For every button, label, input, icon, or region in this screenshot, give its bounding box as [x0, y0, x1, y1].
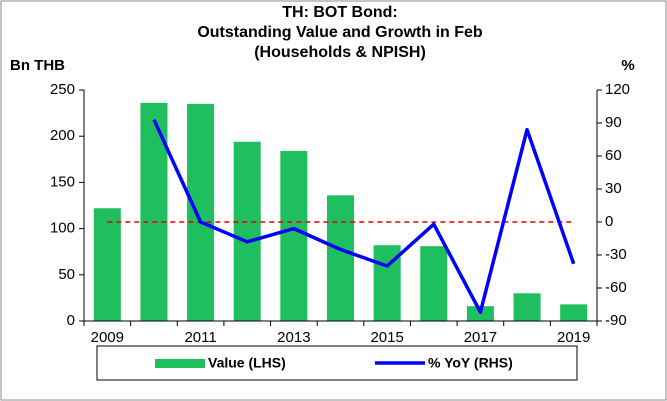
y2-tick-label: -30 [605, 246, 627, 263]
y-tick-label: 250 [50, 81, 75, 98]
x-tick-label: 2017 [464, 329, 497, 346]
bar [513, 293, 541, 321]
y2-tick-label: -90 [605, 312, 627, 329]
chart-title: (Households & NPISH) [254, 44, 426, 61]
line-series [152, 118, 576, 314]
bar [420, 246, 448, 321]
bar [233, 141, 261, 321]
chart-title: TH: BOT Bond: [282, 4, 398, 21]
x-tick-label: 2015 [370, 329, 403, 346]
y2-axis-label: % [621, 57, 634, 74]
bar [187, 103, 215, 321]
y2-tick-label: 90 [605, 114, 622, 131]
y2-tick-label: 120 [605, 81, 630, 98]
legend-label: Value (LHS) [208, 355, 286, 371]
bar [560, 304, 588, 321]
y-tick-label: 50 [58, 266, 75, 283]
y2-tick-label: 30 [605, 180, 622, 197]
y-axis-label: Bn THB [10, 57, 65, 74]
x-tick-label: 2011 [184, 329, 216, 346]
bar [326, 195, 355, 321]
y2-tick-label: 0 [605, 213, 613, 230]
x-tick-label: 2019 [557, 329, 590, 346]
legend-swatch [155, 359, 205, 368]
y2-tick-label: 60 [605, 147, 622, 164]
y-tick-label: 100 [50, 220, 75, 237]
legend-label: % YoY (RHS) [428, 355, 513, 371]
x-tick-label: 2009 [91, 329, 124, 346]
y-tick-label: 150 [50, 173, 75, 190]
x-tick-label: 2013 [277, 329, 310, 346]
bar [280, 150, 308, 321]
y2-tick-label: -60 [605, 279, 627, 296]
bar [93, 208, 121, 321]
y-tick-label: 200 [50, 127, 75, 144]
bar [140, 102, 168, 321]
y-tick-label: 0 [67, 312, 75, 329]
chart-title: Outstanding Value and Growth in Feb [197, 24, 483, 41]
